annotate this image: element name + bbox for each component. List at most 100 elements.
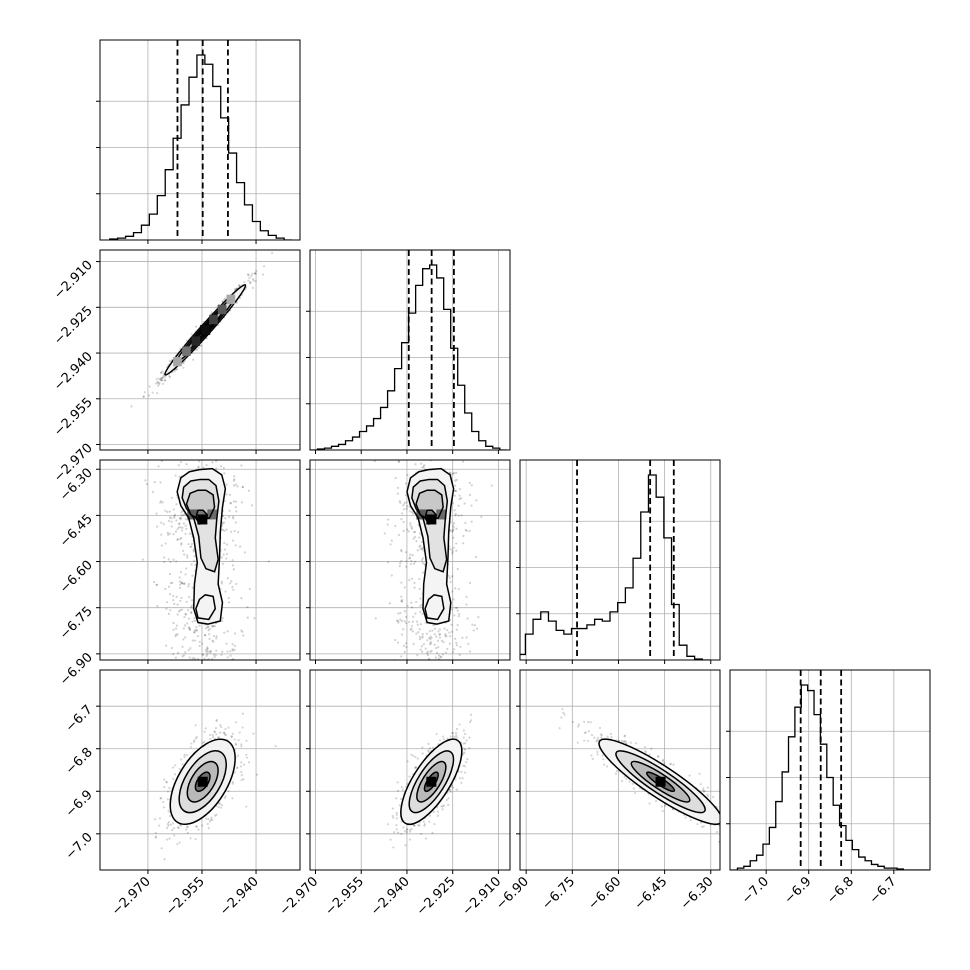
scatter-point bbox=[405, 645, 408, 649]
density-contour bbox=[424, 594, 445, 621]
scatter-point bbox=[225, 493, 228, 496]
scatter-point bbox=[193, 617, 196, 620]
scatter-point bbox=[459, 497, 463, 500]
scatter-point bbox=[403, 586, 406, 589]
scatter-point bbox=[706, 786, 709, 789]
scatter-point bbox=[723, 823, 725, 825]
scatter-point bbox=[238, 285, 241, 288]
scatter-point bbox=[214, 663, 216, 665]
scatter-point bbox=[232, 568, 235, 571]
scatter-point bbox=[255, 773, 259, 776]
scatter-point bbox=[225, 528, 228, 531]
scatter-point bbox=[165, 826, 169, 830]
scatter-point bbox=[590, 733, 594, 737]
scatter-point bbox=[461, 542, 465, 545]
scatter-point bbox=[399, 562, 402, 565]
scatter-point bbox=[455, 727, 459, 731]
scatter-point bbox=[187, 543, 190, 546]
scatter-point bbox=[432, 663, 434, 665]
scatter-point bbox=[158, 377, 161, 380]
scatter-point bbox=[196, 657, 200, 660]
scatter-point bbox=[160, 521, 163, 524]
scatter-point bbox=[462, 764, 465, 767]
scatter-point bbox=[245, 756, 249, 759]
scatter-point bbox=[408, 775, 411, 778]
scatter-point bbox=[451, 552, 454, 555]
scatter-point bbox=[168, 516, 172, 519]
scatter-point bbox=[460, 514, 463, 517]
scatter-point bbox=[234, 521, 237, 524]
scatter-point bbox=[181, 582, 184, 585]
scatter-point bbox=[403, 650, 406, 653]
scatter-point bbox=[221, 619, 224, 623]
scatter-point bbox=[160, 378, 163, 382]
scatter-point bbox=[446, 737, 449, 740]
scatter-point bbox=[186, 831, 190, 835]
scatter-point bbox=[221, 617, 224, 620]
scatter-point bbox=[430, 661, 432, 663]
scatter-point bbox=[246, 616, 249, 619]
scatter-point bbox=[191, 574, 194, 577]
scatter-point bbox=[197, 346, 200, 349]
scatter-point bbox=[205, 464, 208, 467]
scatter-point bbox=[454, 484, 457, 487]
scatter-point bbox=[400, 518, 403, 521]
scatter-point bbox=[182, 582, 186, 585]
scatter-point bbox=[223, 548, 227, 551]
scatter-point bbox=[235, 767, 238, 770]
scatter-point bbox=[414, 664, 416, 666]
scatter-point bbox=[462, 534, 465, 538]
scatter-point bbox=[473, 624, 476, 627]
scatter-point bbox=[401, 788, 404, 791]
density-contour bbox=[194, 771, 211, 793]
scatter-point bbox=[184, 573, 187, 576]
scatter-point bbox=[220, 556, 223, 559]
scatter-point bbox=[223, 541, 226, 545]
scatter-point bbox=[179, 526, 182, 529]
scatter-point bbox=[156, 583, 159, 586]
scatter-point bbox=[413, 662, 415, 664]
scatter-point bbox=[178, 522, 181, 525]
scatter-point bbox=[221, 300, 224, 303]
scatter-point bbox=[170, 516, 173, 520]
scatter-point bbox=[233, 478, 236, 481]
scatter-point bbox=[212, 663, 214, 665]
y-tick-label: −6.7 bbox=[63, 702, 96, 735]
scatter-point bbox=[240, 597, 243, 600]
density-contour bbox=[176, 467, 227, 625]
scatter-point bbox=[417, 823, 420, 827]
y-tick-label: −6.45 bbox=[57, 512, 96, 551]
scatter-point bbox=[422, 820, 425, 823]
scatter-point bbox=[476, 627, 479, 630]
scatter-point bbox=[454, 587, 457, 590]
scatter-point bbox=[563, 713, 566, 716]
scatter-point bbox=[205, 654, 208, 657]
scatter-point bbox=[418, 587, 421, 590]
scatter-point bbox=[160, 376, 163, 379]
scatter-point bbox=[207, 827, 210, 830]
scatter-point bbox=[164, 587, 167, 591]
scatter-point bbox=[169, 560, 172, 564]
scatter-point bbox=[163, 379, 167, 382]
scatter-point bbox=[463, 732, 467, 736]
scatter-point bbox=[466, 757, 469, 761]
scatter-point bbox=[235, 582, 238, 586]
scatter-point bbox=[391, 807, 394, 810]
scatter-point bbox=[595, 740, 598, 743]
x-tick-label: −2.955 bbox=[163, 874, 208, 919]
scatter-point bbox=[168, 837, 171, 840]
scatter-point bbox=[438, 628, 441, 631]
scatter-point bbox=[155, 377, 158, 381]
scatter-point bbox=[664, 804, 667, 808]
scatter-point bbox=[188, 596, 191, 599]
scatter-point bbox=[177, 526, 180, 529]
scatter-point bbox=[465, 739, 468, 742]
scatter-point bbox=[431, 746, 435, 749]
scatter-point bbox=[210, 311, 214, 314]
scatter-point bbox=[204, 727, 207, 730]
scatter-point bbox=[215, 719, 218, 723]
scatter-point bbox=[396, 831, 400, 834]
scatter-point bbox=[190, 742, 193, 745]
scatter-point bbox=[227, 790, 230, 793]
scatter-point bbox=[221, 562, 225, 565]
